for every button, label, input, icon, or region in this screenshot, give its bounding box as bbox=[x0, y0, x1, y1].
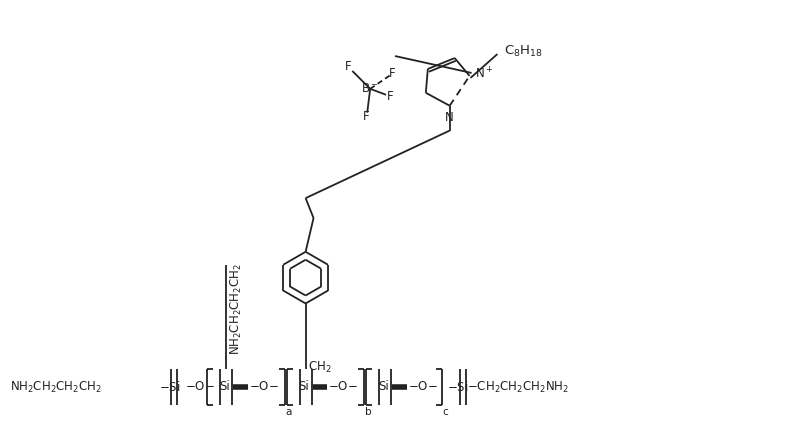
Text: NH$_2$CH$_2$CH$_2$CH$_2$: NH$_2$CH$_2$CH$_2$CH$_2$ bbox=[10, 379, 103, 395]
Text: F: F bbox=[388, 68, 396, 80]
Text: F: F bbox=[387, 90, 393, 103]
Text: $-$Si: $-$Si bbox=[447, 380, 469, 394]
Text: Si: Si bbox=[219, 381, 230, 393]
Text: $-$CH$_2$CH$_2$CH$_2$NH$_2$: $-$CH$_2$CH$_2$CH$_2$NH$_2$ bbox=[466, 379, 569, 395]
Text: $-$O$-$: $-$O$-$ bbox=[408, 381, 437, 393]
Text: c: c bbox=[443, 407, 449, 417]
Text: C$_8$H$_{18}$: C$_8$H$_{18}$ bbox=[505, 43, 543, 59]
Text: B$^-$: B$^-$ bbox=[361, 82, 379, 95]
Text: N$^+$: N$^+$ bbox=[474, 66, 493, 82]
Text: F: F bbox=[345, 61, 352, 73]
Text: $-$O$-$: $-$O$-$ bbox=[185, 381, 215, 393]
Text: Si: Si bbox=[299, 381, 309, 393]
Text: F: F bbox=[363, 110, 369, 123]
Text: N: N bbox=[445, 110, 454, 124]
Text: CH$_2$: CH$_2$ bbox=[308, 359, 331, 375]
Text: NH$_2$CH$_2$CH$_2$CH$_2$: NH$_2$CH$_2$CH$_2$CH$_2$ bbox=[229, 263, 244, 355]
Text: $-$Si: $-$Si bbox=[159, 380, 180, 394]
Text: $-$O$-$: $-$O$-$ bbox=[249, 381, 279, 393]
Text: a: a bbox=[286, 407, 292, 417]
Text: Si: Si bbox=[378, 381, 389, 393]
Text: $-$O$-$: $-$O$-$ bbox=[328, 381, 358, 393]
Text: b: b bbox=[365, 407, 372, 417]
